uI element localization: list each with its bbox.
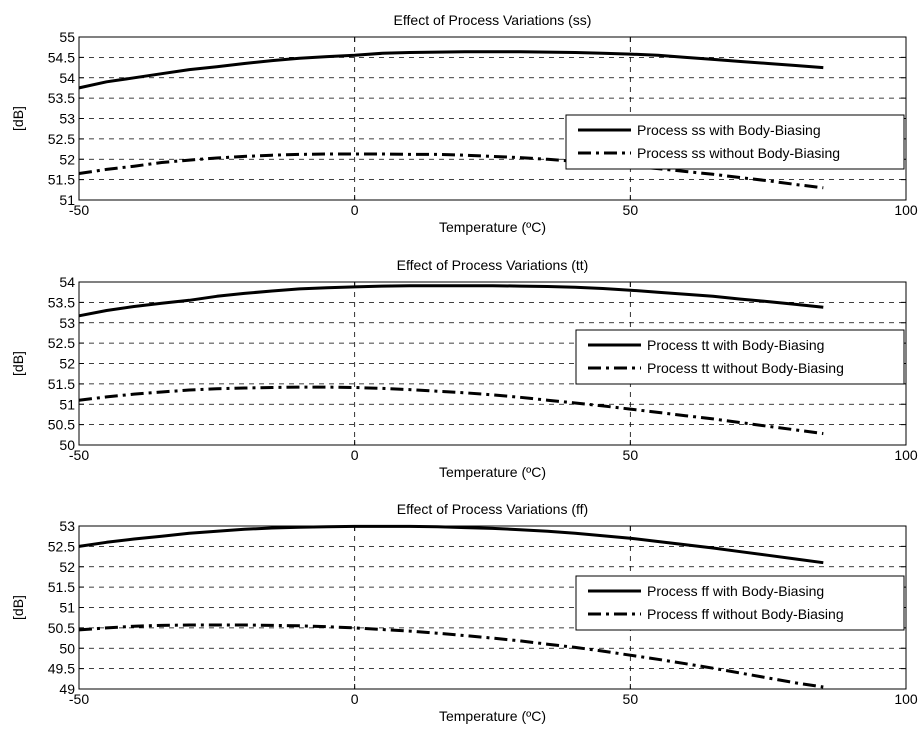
- chart-panel: Effect of Process Variations (ff) -50 0 50 1…: [10, 501, 918, 724]
- legend-entry: Process ss without Body-Biasing: [637, 145, 840, 161]
- y-tick-label: 52.5: [48, 538, 75, 554]
- y-tick-label: 54: [59, 70, 75, 86]
- y-tick-label: 51: [59, 600, 75, 616]
- y-tick-label: 52.5: [48, 335, 75, 351]
- y-tick-label: 53: [59, 518, 75, 534]
- series-line: [78, 152, 824, 190]
- x-tick-label: 50: [623, 447, 639, 463]
- legend: Process ss with Body-Biasing Process ss w…: [565, 114, 905, 170]
- series-line: [78, 623, 824, 689]
- y-tick-label: 50: [59, 640, 75, 656]
- x-tick-label: 100: [894, 202, 918, 218]
- x-axis-label: Temperature (ºC): [439, 464, 546, 480]
- chart-title: Effect of Process Variations (tt): [397, 257, 589, 273]
- x-tick-label: 0: [351, 447, 359, 463]
- legend-entry: Process ff without Body-Biasing: [647, 606, 844, 622]
- chart-panel: Effect of Process Variations (tt) -50 0 50 1…: [10, 257, 918, 480]
- y-tick-label: 53.5: [48, 90, 75, 106]
- legend-box: [575, 575, 905, 631]
- legend: Process tt with Body-Biasing Process tt w…: [575, 329, 905, 385]
- x-axis-label: Temperature (ºC): [439, 708, 546, 724]
- y-tick-label: 50.5: [48, 417, 75, 433]
- y-tick-label: 53: [59, 111, 75, 127]
- y-axis-label: [dB]: [10, 595, 26, 620]
- y-tick-label: 54.5: [48, 49, 75, 65]
- legend-box: [565, 114, 905, 170]
- legend-box: [575, 329, 905, 385]
- y-tick-label: 53: [59, 315, 75, 331]
- y-tick-label: 52: [59, 559, 75, 575]
- y-tick-label: 53.5: [48, 294, 75, 310]
- x-axis-label: Temperature (ºC): [439, 219, 546, 235]
- x-tick-label: -50: [69, 447, 89, 463]
- x-tick-label: -50: [69, 691, 89, 707]
- legend: Process ff with Body-Biasing Process ff w…: [575, 575, 905, 631]
- x-tick-label: 0: [351, 202, 359, 218]
- y-tick-label: 51.5: [48, 376, 75, 392]
- x-tick-label: -50: [69, 202, 89, 218]
- y-tick-label: 49: [59, 681, 75, 697]
- legend-entry: Process ff with Body-Biasing: [647, 583, 824, 599]
- y-tick-label: 54: [59, 274, 75, 290]
- chart-title: Effect of Process Variations (ss): [394, 12, 592, 28]
- series-line: [78, 50, 824, 90]
- y-tick-label: 51: [59, 192, 75, 208]
- chart-panel: Effect of Process Variations (ss) -50 0 50 1…: [10, 12, 918, 235]
- y-tick-label: 52: [59, 356, 75, 372]
- series-line: [78, 284, 824, 318]
- x-tick-label: 100: [894, 447, 918, 463]
- legend-entry: Process tt with Body-Biasing: [647, 337, 824, 353]
- legend-entry: Process tt without Body-Biasing: [647, 360, 844, 376]
- y-tick-label: 52.5: [48, 131, 75, 147]
- x-tick-label: 50: [623, 202, 639, 218]
- y-tick-label: 55: [59, 29, 75, 45]
- chart-title: Effect of Process Variations (ff): [397, 501, 588, 517]
- series-line: [78, 385, 824, 436]
- x-tick-label: 50: [623, 691, 639, 707]
- y-tick-label: 49.5: [48, 661, 75, 677]
- y-tick-label: 50.5: [48, 620, 75, 636]
- y-axis-label: [dB]: [10, 106, 26, 131]
- x-tick-label: 100: [894, 691, 918, 707]
- x-tick-label: 0: [351, 691, 359, 707]
- y-tick-label: 51.5: [48, 579, 75, 595]
- series-line: [78, 524, 824, 565]
- y-tick-label: 50: [59, 437, 75, 453]
- y-tick-label: 52: [59, 151, 75, 167]
- y-axis-label: [dB]: [10, 351, 26, 376]
- y-tick-label: 51: [59, 396, 75, 412]
- y-tick-label: 51.5: [48, 172, 75, 188]
- legend-entry: Process ss with Body-Biasing: [637, 122, 821, 138]
